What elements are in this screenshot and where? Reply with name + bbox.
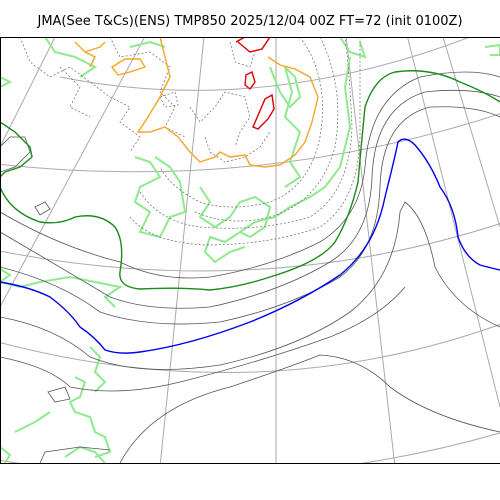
coastline bbox=[133, 156, 187, 239]
isotherm bbox=[34, 201, 51, 216]
coastline bbox=[44, 37, 97, 78]
coastline bbox=[269, 66, 302, 109]
longitude-line bbox=[406, 37, 500, 408]
isotherm bbox=[0, 286, 406, 392]
isotherm bbox=[84, 51, 96, 68]
isotherm bbox=[0, 138, 500, 354]
isotherm bbox=[0, 71, 500, 279]
dotted-isotherms bbox=[19, 37, 361, 246]
isotherm bbox=[129, 37, 361, 246]
thin-isotherms bbox=[0, 71, 500, 463]
latitude-line bbox=[59, 37, 471, 91]
blue-isotherm bbox=[0, 138, 500, 354]
isotherm bbox=[74, 41, 106, 53]
latitude-line bbox=[0, 223, 500, 272]
isotherm bbox=[159, 37, 323, 208]
isotherm bbox=[136, 37, 319, 168]
isotherm bbox=[0, 201, 500, 370]
green-isotherm bbox=[0, 70, 500, 291]
coastline bbox=[14, 411, 51, 433]
coastline bbox=[283, 66, 302, 188]
isotherm bbox=[252, 93, 275, 130]
latitude-line bbox=[0, 432, 500, 463]
coastline bbox=[0, 268, 12, 283]
latitude-line bbox=[0, 113, 500, 173]
coastline bbox=[239, 56, 352, 233]
red-isotherm bbox=[235, 37, 275, 130]
isotherm bbox=[109, 37, 186, 138]
longitude-line bbox=[442, 37, 500, 228]
coastline bbox=[64, 445, 106, 463]
longitude-line bbox=[0, 37, 56, 149]
coastline bbox=[484, 43, 500, 56]
coastline bbox=[339, 37, 367, 59]
isotherm bbox=[19, 37, 141, 153]
coastline bbox=[198, 186, 272, 264]
isotherm bbox=[110, 58, 147, 76]
isotherm bbox=[59, 66, 91, 118]
isotherm bbox=[119, 354, 500, 463]
isotherm bbox=[0, 89, 500, 309]
isotherm bbox=[0, 70, 500, 291]
coastline bbox=[68, 376, 112, 458]
isotherm bbox=[204, 131, 271, 163]
isotherm bbox=[0, 106, 500, 325]
latitude-line bbox=[0, 323, 500, 374]
coastline bbox=[0, 446, 12, 463]
isotherm bbox=[237, 37, 271, 53]
orange-isotherm bbox=[74, 37, 319, 168]
isotherm bbox=[244, 71, 256, 91]
temperature-map bbox=[0, 37, 500, 463]
isotherm bbox=[139, 37, 353, 229]
isotherm bbox=[235, 37, 246, 43]
isotherm bbox=[0, 121, 33, 178]
longitude-line bbox=[159, 37, 205, 463]
isotherm bbox=[159, 91, 179, 108]
coastlines bbox=[0, 37, 500, 463]
coastline bbox=[89, 346, 107, 393]
map-title: JMA(See T&Cs)(ENS) TMP850 2025/12/04 00Z… bbox=[37, 14, 463, 29]
coastline bbox=[129, 40, 166, 48]
coastline bbox=[0, 76, 13, 88]
isotherm bbox=[189, 91, 251, 148]
longitude-line bbox=[345, 37, 396, 463]
isotherm bbox=[39, 446, 111, 463]
isotherm bbox=[229, 41, 256, 68]
isotherm bbox=[47, 386, 71, 403]
